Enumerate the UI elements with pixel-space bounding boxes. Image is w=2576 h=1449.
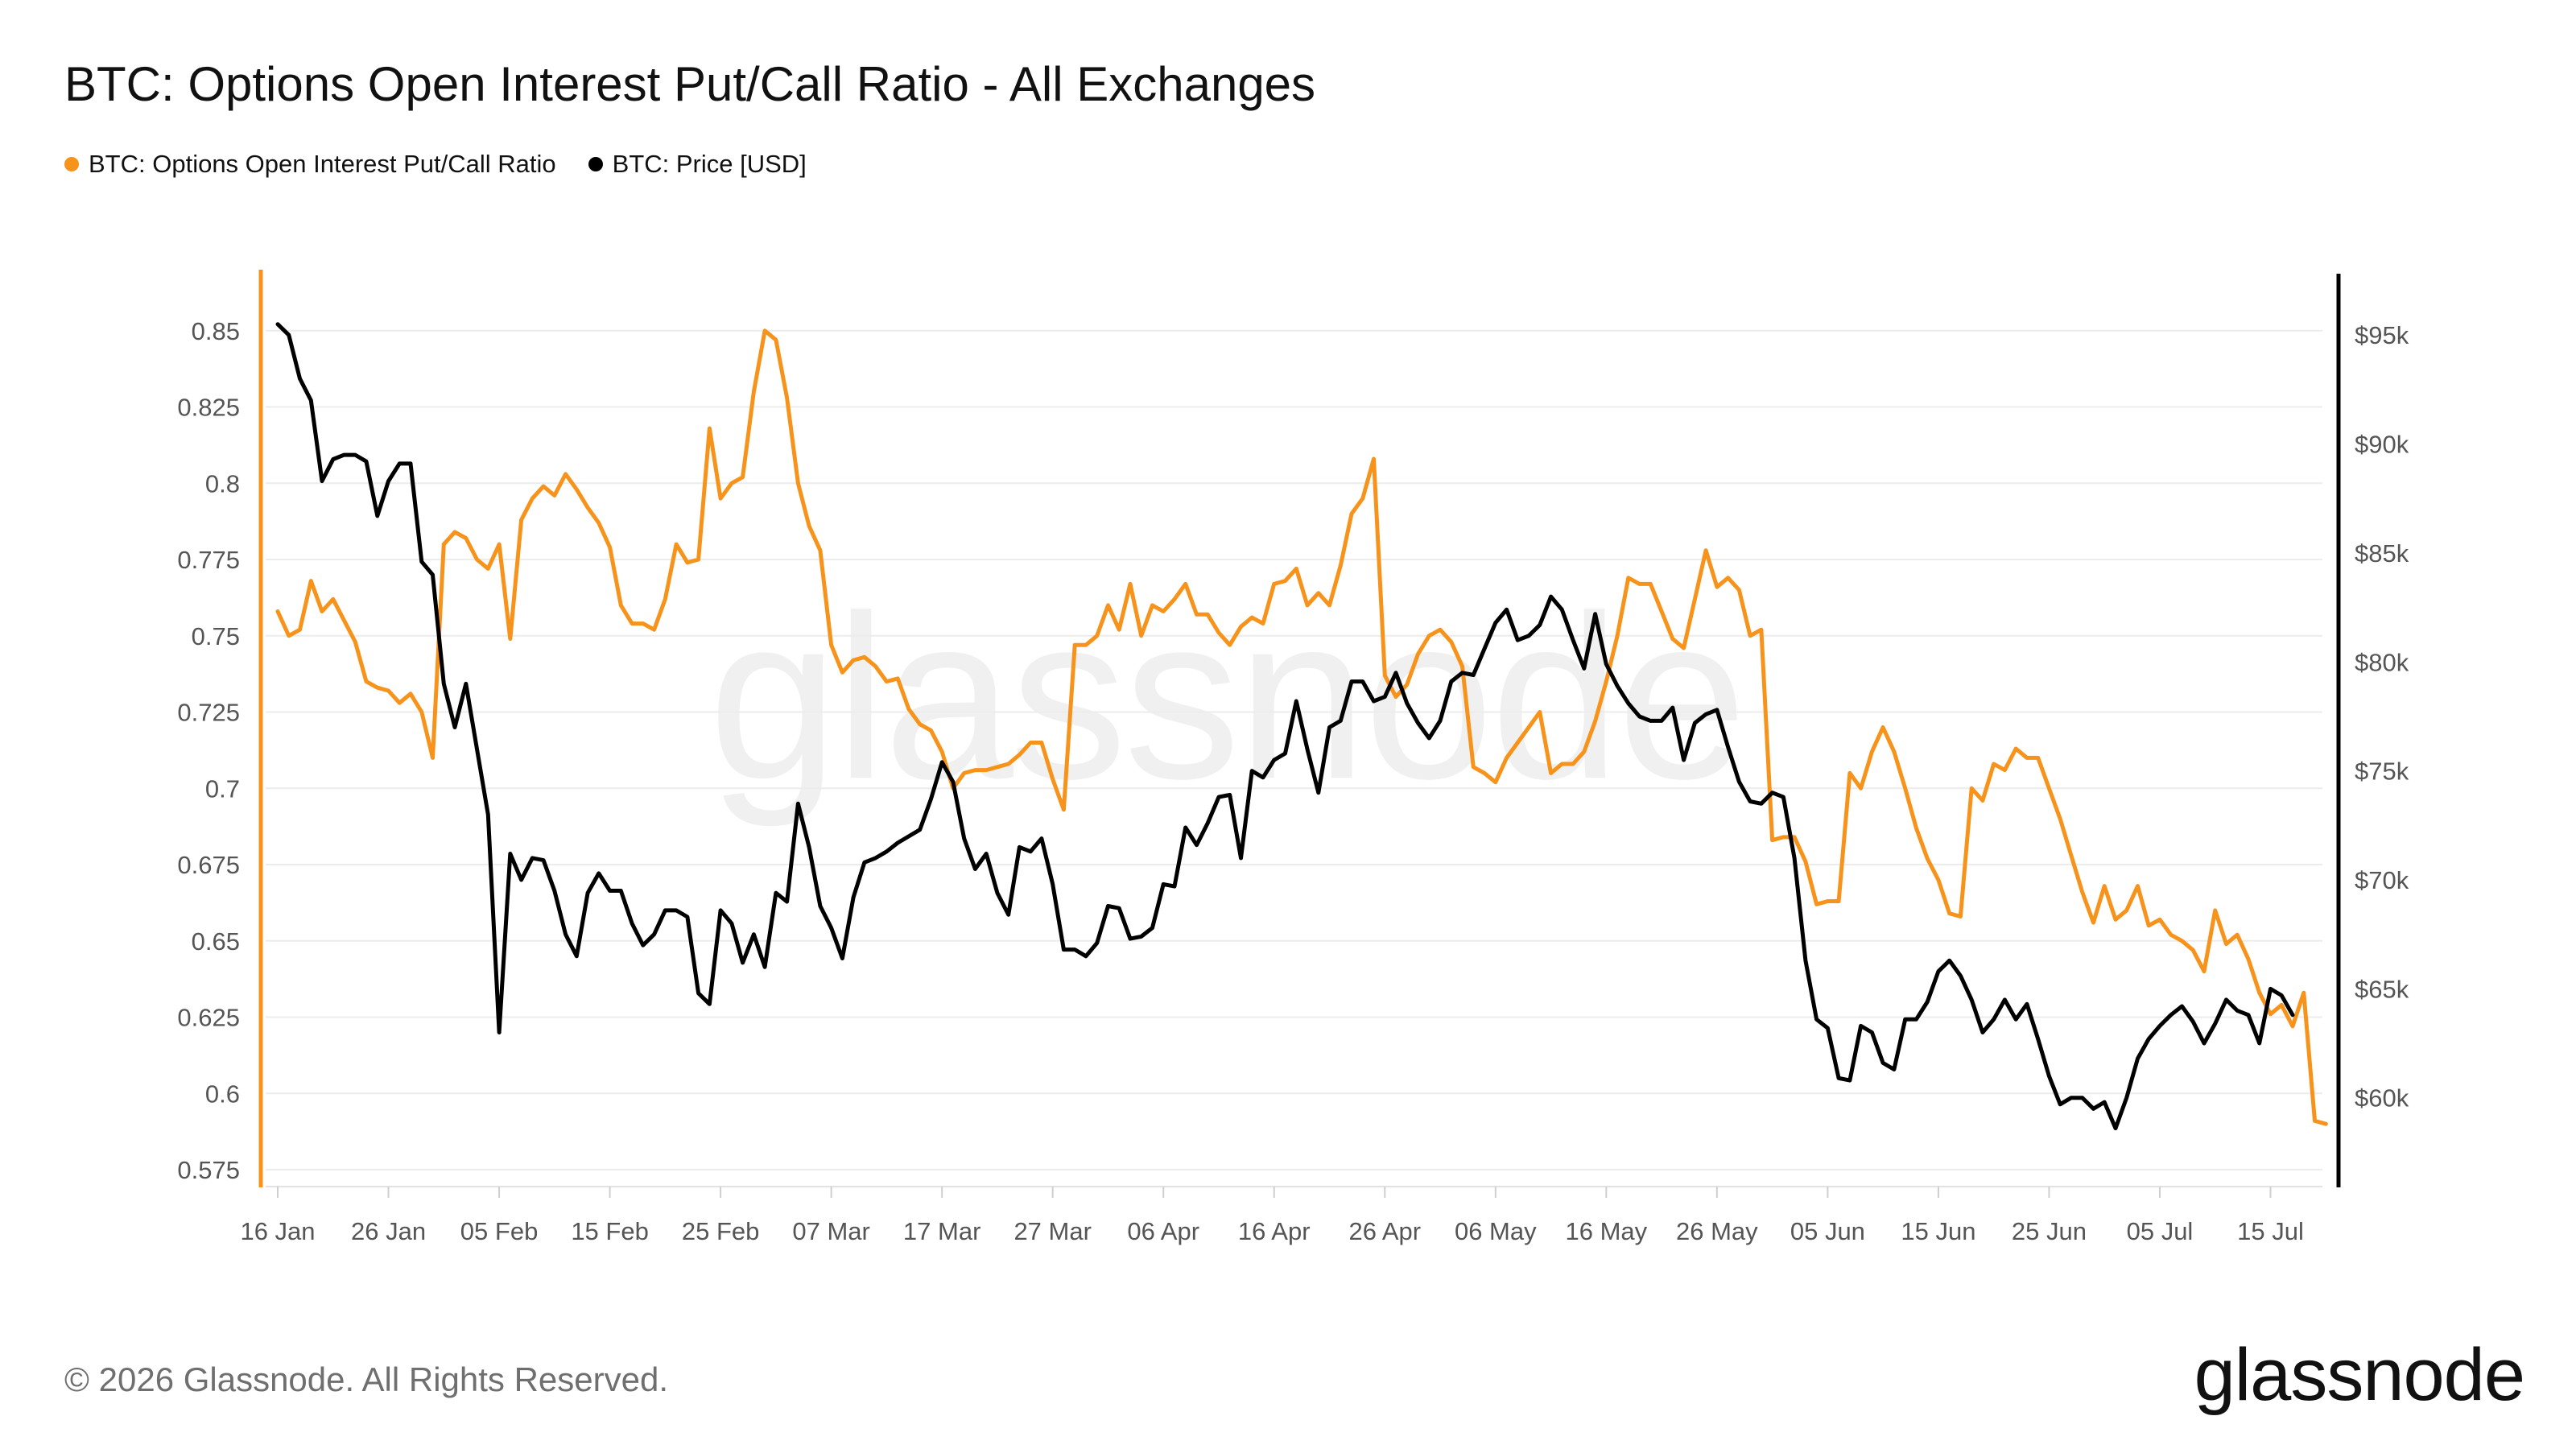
copyright-text: © 2026 Glassnode. All Rights Reserved. [64, 1360, 669, 1398]
y-left-tick-label: 0.6 [205, 1080, 240, 1108]
x-tick-label: 15 Jul [2237, 1217, 2304, 1245]
x-tick-label: 05 Jun [1790, 1217, 1865, 1245]
x-tick-label: 27 Mar [1013, 1217, 1091, 1245]
x-tick-label: 06 Apr [1127, 1217, 1199, 1245]
x-tick-label: 25 Feb [682, 1217, 760, 1245]
legend-item-price[interactable]: BTC: Price [USD] [588, 150, 807, 179]
x-tick-label: 17 Mar [903, 1217, 980, 1245]
y-left-tick-label: 0.825 [177, 394, 240, 422]
x-tick-label: 26 Jan [351, 1217, 426, 1245]
legend-dot-black-icon [588, 157, 603, 171]
y-left-tick-label: 0.575 [177, 1156, 240, 1184]
x-tick-label: 16 May [1565, 1217, 1647, 1245]
x-tick-label: 26 May [1676, 1217, 1758, 1245]
x-tick-label: 15 Feb [571, 1217, 649, 1245]
legend-label-put-call-ratio: BTC: Options Open Interest Put/Call Rati… [89, 150, 556, 178]
y-left-tick-label: 0.725 [177, 699, 240, 727]
legend-item-put-call-ratio[interactable]: BTC: Options Open Interest Put/Call Rati… [64, 150, 556, 179]
y-left-tick-label: 0.625 [177, 1004, 240, 1032]
x-tick-label: 25 Jun [2012, 1217, 2087, 1245]
series-line-btc-price[interactable] [275, 322, 2295, 1131]
y-right-tick-label: $85k [2355, 539, 2409, 568]
y-right-tick-label: $75k [2355, 758, 2409, 786]
y-right-tick-label: $60k [2355, 1084, 2409, 1113]
x-tick-label: 05 Feb [460, 1217, 539, 1245]
y-left-tick-label: 0.675 [177, 851, 240, 879]
x-tick-label: 26 Apr [1348, 1217, 1421, 1245]
y-left-tick-label: 0.75 [192, 622, 240, 650]
x-tick-label: 06 May [1455, 1217, 1537, 1245]
y-right-tick-label: $80k [2355, 648, 2409, 676]
y-right-tick-label: $90k [2355, 431, 2409, 459]
x-tick-label: 05 Jul [2127, 1217, 2194, 1245]
glassnode-logo: glassnode [2194, 1334, 2525, 1416]
y-left-tick-label: 0.65 [192, 927, 240, 956]
y-right-tick-label: $95k [2355, 321, 2409, 349]
x-tick-label: 15 Jun [1901, 1217, 1975, 1245]
legend-dot-orange-icon [64, 157, 79, 171]
y-left-tick-label: 0.8 [205, 469, 240, 497]
axes: 0.575 0.6 0.625 0.65 0.675 0.7 0.725 0.75 0.775 0… [177, 270, 2409, 1245]
y-left-tick-label: 0.7 [205, 774, 240, 803]
series-lines [275, 322, 2328, 1131]
legend-label-price: BTC: Price [USD] [612, 150, 807, 178]
chart-title: BTC: Options Open Interest Put/Call Rati… [64, 57, 1316, 111]
watermark-logo: glassnode [708, 567, 1747, 828]
y-left-tick-label: 0.85 [192, 317, 240, 345]
y-right-tick-label: $65k [2355, 975, 2409, 1003]
series-line-put-call-ratio[interactable] [275, 328, 2328, 1126]
y-left-tick-label: 0.775 [177, 546, 240, 574]
y-right-tick-label: $70k [2355, 866, 2409, 894]
x-tick-label: 16 Apr [1238, 1217, 1311, 1245]
x-tick-label: 16 Jan [240, 1217, 315, 1245]
legend: BTC: Options Open Interest Put/Call Rati… [64, 150, 807, 179]
x-tick-label: 07 Mar [792, 1217, 869, 1245]
